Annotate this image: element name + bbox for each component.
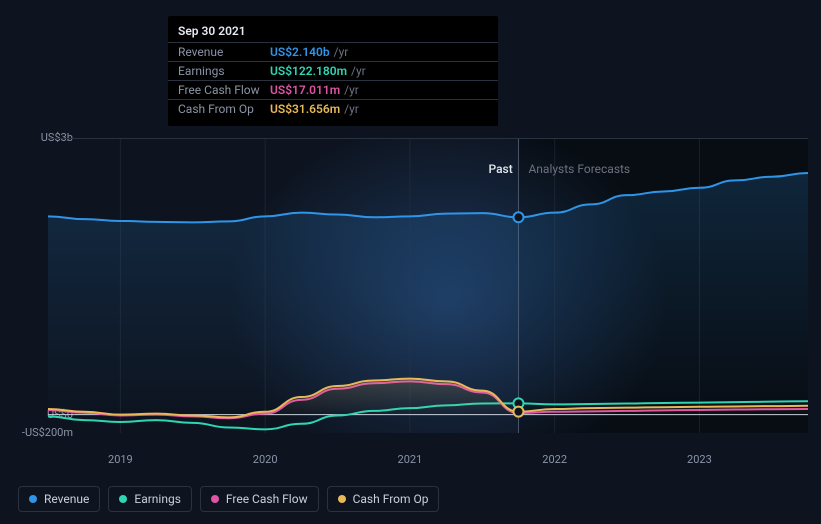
label-past: Past xyxy=(488,162,512,176)
legend-dot-icon xyxy=(119,495,127,503)
tooltip-metric-unit: /yr xyxy=(344,83,359,97)
tooltip-metric-label: Revenue xyxy=(178,45,270,59)
tooltip-metric-label: Cash From Op xyxy=(178,102,270,116)
chart-legend: Revenue Earnings Free Cash Flow Cash From O… xyxy=(18,486,439,512)
x-axis-label: 2020 xyxy=(253,453,278,466)
tooltip-metric-value: US$122.180m xyxy=(270,64,347,78)
tooltip-row: Free Cash FlowUS$17.011m/yr xyxy=(168,80,498,99)
tooltip-metric-label: Earnings xyxy=(178,64,270,78)
legend-label: Cash From Op xyxy=(353,492,429,506)
legend-dot-icon xyxy=(211,495,219,503)
tooltip-date: Sep 30 2021 xyxy=(168,24,498,42)
legend-item-free-cash-flow[interactable]: Free Cash Flow xyxy=(200,486,319,512)
tooltip-metric-unit: /yr xyxy=(344,102,359,116)
label-future: Analysts Forecasts xyxy=(528,162,630,176)
x-axis-label: 2021 xyxy=(398,453,423,466)
chart-plot[interactable]: Past Analysts Forecasts xyxy=(48,138,808,433)
legend-dot-icon xyxy=(29,495,37,503)
chart-container: US$3bUS$0-US$200m Past Analysts Forecast… xyxy=(18,125,808,465)
tooltip-metric-value: US$17.011m xyxy=(270,83,340,97)
x-axis-label: 2023 xyxy=(687,453,712,466)
tooltip-metric-label: Free Cash Flow xyxy=(178,83,270,97)
tooltip-metric-value: US$31.656m xyxy=(270,102,340,116)
tooltip-metric-unit: /yr xyxy=(351,64,366,78)
tooltip-row: RevenueUS$2.140b/yr xyxy=(168,42,498,61)
legend-item-cash-from-op[interactable]: Cash From Op xyxy=(327,486,440,512)
legend-label: Earnings xyxy=(134,492,181,506)
legend-label: Revenue xyxy=(44,492,89,506)
x-axis-label: 2022 xyxy=(542,453,567,466)
tooltip-row: Cash From OpUS$31.656m/yr xyxy=(168,99,498,118)
tooltip-row: EarningsUS$122.180m/yr xyxy=(168,61,498,80)
tooltip-metric-value: US$2.140b xyxy=(270,45,330,59)
chart-tooltip: Sep 30 2021 RevenueUS$2.140b/yrEarningsU… xyxy=(168,16,498,126)
legend-dot-icon xyxy=(338,495,346,503)
chart-svg[interactable] xyxy=(48,138,808,433)
legend-label: Free Cash Flow xyxy=(226,492,308,506)
tooltip-metric-unit: /yr xyxy=(334,45,349,59)
legend-item-earnings[interactable]: Earnings xyxy=(108,486,192,512)
legend-item-revenue[interactable]: Revenue xyxy=(18,486,100,512)
x-axis-label: 2019 xyxy=(108,453,133,466)
